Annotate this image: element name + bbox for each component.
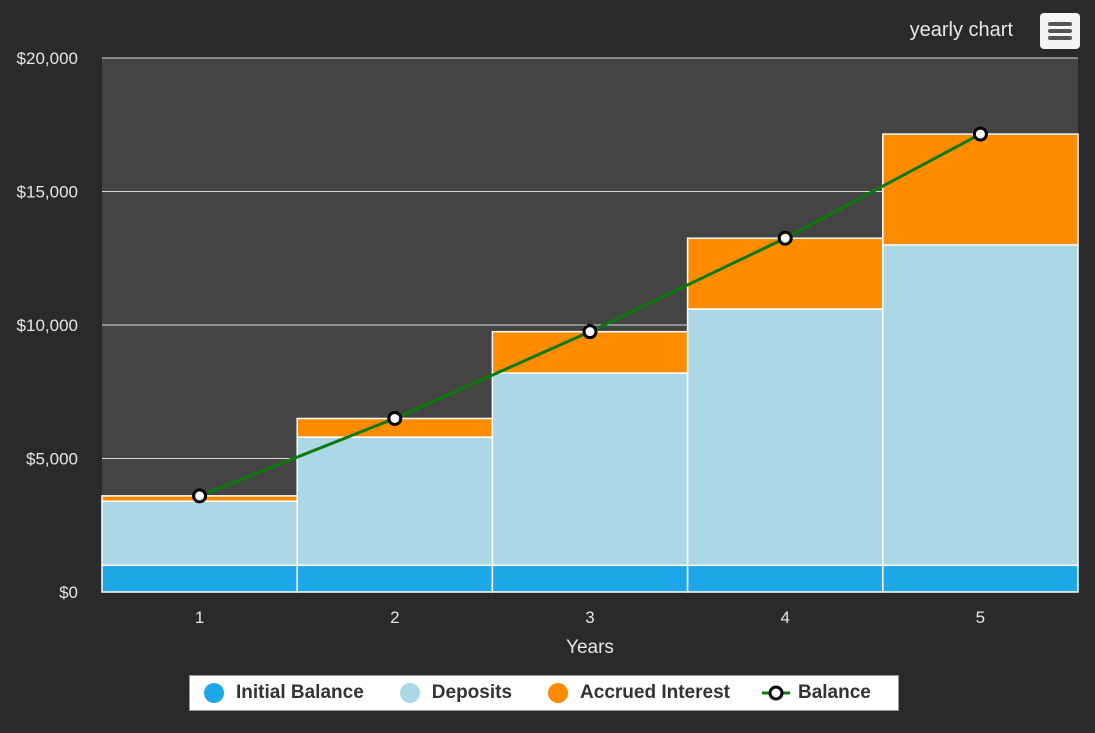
bar-initial-balance	[686, 564, 884, 593]
x-tick-label: 3	[585, 608, 594, 627]
bar-initial-balance	[882, 564, 1079, 593]
x-tick-label: 5	[976, 608, 985, 627]
balance-point	[387, 410, 403, 426]
bar-initial-balance	[491, 564, 689, 593]
x-tick-label: 1	[195, 608, 204, 627]
legend-label: Initial Balance	[236, 682, 364, 703]
legend-item-initial-balance[interactable]: Initial Balance	[204, 682, 364, 704]
legend-marker-initial-balance	[204, 683, 224, 703]
bar-initial-balance	[101, 564, 298, 593]
bar-initial-balance	[296, 564, 494, 593]
balance-point	[192, 488, 208, 504]
x-tick-label: 2	[390, 608, 399, 627]
legend-item-balance[interactable]: Balance	[761, 682, 871, 704]
bar-deposits	[882, 244, 1079, 567]
bar-accrued-interest	[686, 237, 884, 310]
legend-label: Balance	[797, 682, 871, 703]
bar-accrued-interest	[882, 133, 1079, 246]
y-tick-label: $10,000	[17, 316, 78, 335]
legend-item-accrued-interest[interactable]: Accrued Interest	[548, 682, 730, 704]
legend-marker-balance	[761, 685, 790, 701]
balance-point	[777, 230, 793, 246]
balance-point	[582, 324, 598, 340]
chart-title: yearly chart	[909, 19, 1013, 41]
balance-point	[972, 126, 988, 142]
legend-label: Accrued Interest	[580, 682, 730, 703]
legend-label: Deposits	[431, 682, 513, 703]
legend-marker-deposits	[399, 683, 420, 703]
x-axis-title: Years	[566, 637, 614, 658]
bar-deposits	[491, 372, 689, 567]
y-tick-label: $5,000	[26, 450, 78, 469]
legend-marker-accrued-interest	[548, 683, 569, 703]
chart-menu-button[interactable]	[1040, 13, 1080, 49]
legend-item-deposits[interactable]: Deposits	[399, 682, 513, 704]
y-tick-label: $0	[59, 583, 78, 602]
x-tick-label: 4	[780, 608, 789, 627]
chart-legend: Initial Balance Deposits Accrued Interes…	[189, 675, 899, 711]
bar-deposits	[101, 500, 298, 567]
bar-deposits	[296, 436, 494, 567]
bar-deposits	[686, 308, 884, 567]
y-tick-label: $20,000	[17, 49, 78, 68]
y-tick-label: $15,000	[17, 183, 78, 202]
